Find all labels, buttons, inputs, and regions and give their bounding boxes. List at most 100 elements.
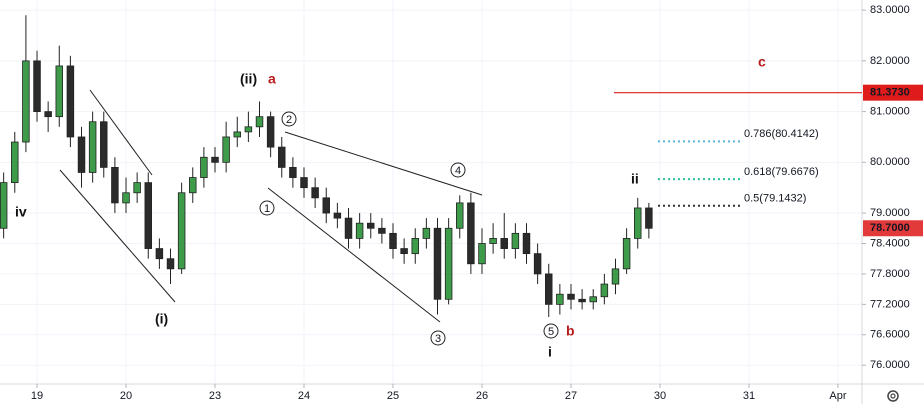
x-tick-label: 20 [120, 390, 132, 402]
price-label: 81.3730 [870, 87, 910, 99]
fib-label: 0.618(79.6676) [744, 166, 819, 178]
y-tick-label: 77.2000 [870, 298, 910, 310]
wave-circle [281, 111, 297, 127]
wave-label: (i) [155, 311, 168, 327]
candle-body [222, 136, 230, 163]
candle-body [77, 136, 86, 173]
y-tick-label: 78.4000 [870, 237, 910, 249]
wave-labels: iv (i) (ii) a c ii b i 1 2 3 4 5 [15, 54, 766, 360]
candle-body [166, 258, 175, 270]
wave-circle [259, 200, 275, 216]
candle-body [266, 116, 275, 148]
wave-circle [450, 162, 466, 178]
wave-label: 5 [548, 326, 554, 338]
candle-body [255, 116, 264, 128]
candle-body [589, 296, 597, 303]
candle-body [433, 227, 442, 300]
fib-label: 0.5(79.1432) [744, 193, 806, 205]
last-price-box [863, 220, 923, 237]
x-tick-label: 27 [565, 390, 577, 402]
candle-body [22, 60, 30, 143]
candle-body [611, 268, 620, 285]
candle-body [155, 248, 164, 260]
candle-body [545, 273, 553, 305]
candle-body [533, 253, 542, 275]
candle-body [444, 227, 453, 300]
y-tick-label: 76.6000 [870, 329, 910, 341]
candle-body [44, 111, 52, 118]
candle-body [11, 141, 19, 184]
candle-body [33, 60, 41, 112]
candle-body [211, 156, 219, 163]
trend-line [89, 89, 153, 176]
candle-body [411, 238, 419, 255]
wave-label: i [548, 344, 552, 360]
wave-circle [430, 330, 446, 346]
y-tick-label: 76.0000 [870, 359, 910, 371]
wave-label: 4 [455, 165, 461, 177]
x-tick-label: Apr [829, 390, 846, 402]
y-tick-label: 80.0000 [870, 156, 910, 168]
candle-body [645, 207, 653, 229]
y-tick-label: 81.0000 [870, 106, 910, 118]
candle-body [467, 202, 475, 265]
wave-label: b [566, 323, 575, 339]
candle-body [355, 222, 364, 239]
candle-body [133, 182, 141, 194]
x-tick-label: 26 [476, 390, 488, 402]
y-tick-label: 77.8000 [870, 268, 910, 280]
candle-body [478, 243, 486, 265]
wave-label: (ii) [240, 71, 257, 87]
candle-body [622, 238, 631, 270]
candle-body [456, 202, 464, 229]
trend-line [267, 187, 441, 323]
candle-body [600, 283, 609, 298]
wave-label: c [758, 54, 766, 70]
x-tick-label: 31 [743, 390, 755, 402]
candle-body [66, 65, 75, 138]
candle-body [344, 217, 353, 239]
candle-body [300, 177, 308, 189]
candle-body [578, 298, 586, 303]
candle-body [489, 238, 497, 244]
grid [0, 0, 862, 384]
trend-line [59, 169, 176, 303]
candle-body [633, 207, 642, 239]
price-label-box [863, 84, 923, 101]
wave-label: iv [15, 204, 27, 220]
x-tick-label: 25 [387, 390, 399, 402]
candle-body [522, 232, 531, 255]
candle-body [122, 192, 130, 204]
candle-body [100, 121, 108, 168]
wave-label: ii [631, 171, 639, 187]
candle-body [389, 232, 397, 249]
candle-body [55, 65, 64, 118]
candle-body [567, 293, 575, 300]
candle-body [111, 166, 119, 204]
y-tick-label: 82.0000 [870, 55, 910, 67]
wave-circle [543, 323, 559, 339]
wave-label: 3 [435, 333, 441, 345]
x-tick-label: 23 [209, 390, 221, 402]
trend-line [284, 131, 483, 196]
candle-body [422, 227, 431, 239]
candle-body [200, 156, 208, 178]
x-tick-label: 30 [654, 390, 666, 402]
candle-body [177, 192, 186, 270]
x-tick-label: 24 [298, 390, 310, 402]
candle-body [511, 232, 520, 249]
last-price-label: 78.7000 [870, 222, 910, 234]
candle-body [556, 293, 564, 305]
candle-body [0, 182, 8, 229]
candle-body [278, 146, 286, 168]
y-tick-label: 79.0000 [870, 207, 910, 219]
candle-body [233, 131, 241, 138]
settings-icon[interactable] [887, 390, 899, 402]
y-tick-label: 83.0000 [870, 4, 910, 16]
candle-body [88, 121, 97, 173]
x-tick-label: 19 [31, 390, 43, 402]
wave-label: 2 [286, 114, 292, 126]
